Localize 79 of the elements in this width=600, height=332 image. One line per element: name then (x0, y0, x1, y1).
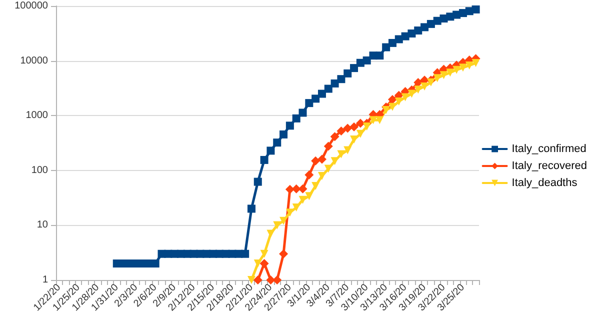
point (414, 86, 422, 94)
point (401, 93, 410, 102)
legend-label: Italy_confirmed (512, 143, 586, 155)
point (446, 68, 454, 77)
point (465, 61, 474, 70)
point (458, 64, 467, 72)
point (394, 97, 403, 106)
legend-label: Italy_deadths (512, 177, 578, 189)
point (254, 178, 262, 186)
point (408, 90, 416, 98)
point (279, 249, 288, 258)
point (472, 5, 480, 14)
point (318, 90, 326, 98)
point (311, 156, 320, 166)
point (362, 56, 371, 64)
point (452, 66, 461, 74)
point (330, 132, 340, 142)
point (286, 208, 294, 217)
legend-label: Italy_recovered (512, 160, 588, 172)
point (356, 130, 364, 138)
point (336, 126, 346, 136)
point (304, 170, 314, 180)
point (426, 78, 435, 86)
point (324, 84, 332, 93)
point (273, 138, 282, 147)
point (286, 122, 294, 130)
point (280, 216, 288, 225)
point (388, 38, 396, 47)
point (266, 230, 275, 238)
point (254, 260, 262, 268)
point (241, 250, 250, 258)
point (247, 276, 256, 284)
point (273, 221, 282, 230)
point (433, 74, 442, 82)
point (324, 164, 332, 173)
point (337, 150, 346, 158)
y-tick-label: 1 (42, 274, 48, 286)
point (382, 43, 390, 52)
point (260, 259, 269, 268)
point (305, 192, 314, 200)
point (260, 156, 268, 164)
point (356, 118, 365, 128)
point (382, 106, 390, 114)
point (312, 94, 320, 103)
point (324, 142, 333, 151)
point (344, 146, 352, 154)
point (350, 64, 358, 72)
y-tick-label: 100 (31, 164, 48, 176)
point (312, 182, 320, 190)
y-tick-label: 10000 (20, 55, 48, 66)
point (337, 75, 346, 84)
point (260, 250, 268, 258)
point (420, 82, 429, 90)
point (362, 122, 371, 131)
point (285, 184, 294, 194)
point (369, 116, 378, 124)
point (266, 146, 275, 155)
point (247, 204, 256, 213)
y-tick-label: 1000 (26, 110, 48, 122)
point (280, 130, 288, 138)
point (440, 71, 448, 80)
y-tick-label: 10 (36, 220, 48, 231)
point (305, 99, 314, 108)
point (388, 102, 396, 111)
point (376, 52, 384, 60)
point (272, 276, 282, 284)
point (253, 276, 262, 284)
point (318, 172, 326, 180)
point (472, 58, 480, 67)
point (298, 196, 307, 204)
point (344, 69, 352, 78)
point (376, 116, 384, 124)
point (298, 108, 307, 117)
point (292, 114, 300, 122)
point (343, 124, 352, 133)
point (317, 154, 326, 164)
point (350, 122, 359, 132)
y-tick-label: 100000 (14, 0, 48, 12)
point (292, 204, 300, 212)
